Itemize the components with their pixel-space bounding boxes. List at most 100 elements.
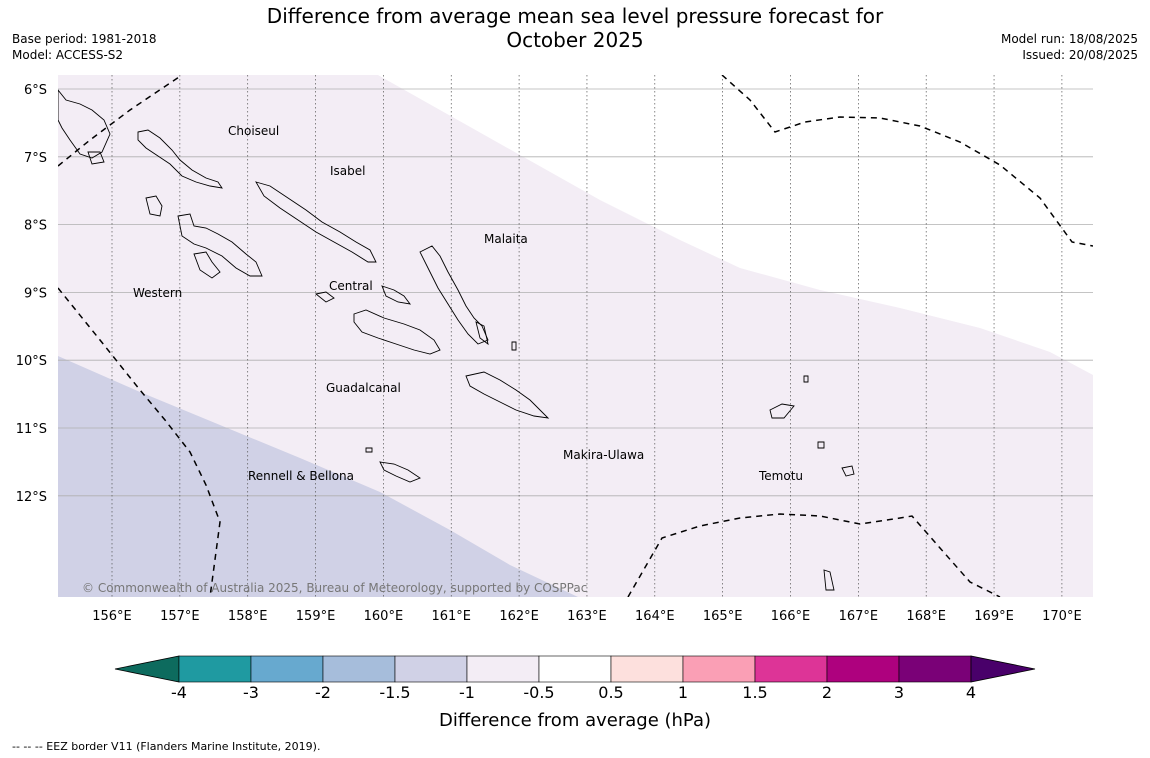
eez-borders <box>58 75 1093 597</box>
region-label-guadalcanal: Guadalcanal <box>326 381 401 395</box>
lon-label: 170°E <box>1042 609 1082 624</box>
colorbar-tick-label: 3 <box>894 683 904 702</box>
island-santa-cruz <box>769 403 795 419</box>
region-labels: Choiseul Isabel Malaita Western Central … <box>133 124 803 483</box>
colorbar-swatch <box>898 655 972 683</box>
meta-right: Model run: 18/08/2025 Issued: 20/08/2025 <box>1001 31 1138 63</box>
colorbar-swatch <box>250 655 324 683</box>
colorbar-swatch <box>394 655 468 683</box>
colorbar-tick-label: 0.5 <box>598 683 623 702</box>
copyright-notice: © Commonwealth of Australia 2025, Bureau… <box>82 581 587 595</box>
colorbar-tick-label: -3 <box>243 683 259 702</box>
lon-label: 165°E <box>703 609 743 624</box>
chart-title: Difference from average mean sea level p… <box>0 4 1150 52</box>
map-area: Choiseul Isabel Malaita Western Central … <box>58 75 1093 597</box>
issued-date: Issued: 20/08/2025 <box>1022 48 1138 62</box>
lat-label: 12°S <box>16 490 47 505</box>
model-run: Model run: 18/08/2025 <box>1000 32 1138 46</box>
colorbar-tick-label: -2 <box>315 683 331 702</box>
grid-lines <box>58 75 1093 597</box>
region-label-rennell-bellona: Rennell & Bellona <box>248 469 354 483</box>
latitude-labels: 6°S 7°S 8°S 9°S 10°S 11°S 12°S <box>16 83 47 505</box>
region-label-choiseul: Choiseul <box>228 124 279 138</box>
island-bougainville <box>58 89 111 159</box>
island-nggela <box>381 285 412 305</box>
island-malaita <box>419 245 489 345</box>
colorbar-tick-label: -4 <box>171 683 187 702</box>
lon-label: 159°E <box>296 609 336 624</box>
island-guadalcanal <box>353 309 441 355</box>
lon-label: 169°E <box>974 609 1014 624</box>
colorbar-tick-label: -1.5 <box>379 683 410 702</box>
island-utupua <box>817 441 825 449</box>
title-line-1: Difference from average mean sea level p… <box>266 4 884 28</box>
lat-label: 8°S <box>24 219 47 234</box>
lat-label: 9°S <box>24 286 47 301</box>
island-ulawa <box>511 341 517 351</box>
lon-label: 164°E <box>635 609 675 624</box>
longitude-labels: 156°E 157°E 158°E 159°E 160°E 161°E 162°E 163°E… <box>92 609 1081 624</box>
region-label-malaita: Malaita <box>484 232 528 246</box>
eez-footnote: -- -- -- EEZ border V11 (Flanders Marine… <box>12 740 321 753</box>
island-choiseul <box>137 129 223 189</box>
island-isabel <box>255 181 377 263</box>
colorbar-swatch <box>826 655 900 683</box>
lon-label: 161°E <box>431 609 471 624</box>
region-label-western: Western <box>133 286 182 300</box>
base-period: Base period: 1981-2018 <box>12 32 157 46</box>
island-tikopia <box>823 569 835 591</box>
lon-label: 163°E <box>567 609 607 624</box>
lat-label: 11°S <box>16 422 47 437</box>
lon-label: 160°E <box>364 609 404 624</box>
colorbar-swatch <box>610 655 684 683</box>
lon-label: 168°E <box>906 609 946 624</box>
lon-label: 162°E <box>499 609 539 624</box>
lon-label: 158°E <box>228 609 268 624</box>
island-rennell <box>379 461 421 483</box>
colorbar-swatch <box>178 655 252 683</box>
colorbar-swatch <box>538 655 612 683</box>
colorbar-extend-high <box>970 655 1036 683</box>
lon-label: 167°E <box>839 609 879 624</box>
colorbar-tick-label: 2 <box>822 683 832 702</box>
eez-border-north-east <box>721 75 1093 247</box>
region-label-isabel: Isabel <box>330 164 365 178</box>
anomaly-band-medium <box>58 356 578 597</box>
lon-label: 166°E <box>771 609 811 624</box>
colorbar-tick-label: 1 <box>678 683 688 702</box>
lat-label: 7°S <box>24 151 47 166</box>
eez-border-north-west <box>58 75 183 167</box>
colorbar: -4 -3 -2 -1.5 -1 -0.5 0.5 1 1.5 2 3 4 <box>114 655 1036 702</box>
region-label-makira-ulawa: Makira-Ulawa <box>563 448 644 462</box>
lat-label: 10°S <box>16 354 47 369</box>
lon-label: 157°E <box>160 609 200 624</box>
colorbar-swatch <box>322 655 396 683</box>
region-label-temotu: Temotu <box>758 469 803 483</box>
colorbar-title: Difference from average (hPa) <box>439 710 711 731</box>
island-ranongga <box>193 251 221 279</box>
lon-label: 156°E <box>92 609 132 624</box>
colorbar-swatch <box>754 655 828 683</box>
island-bellona <box>365 447 373 453</box>
colorbar-swatch <box>466 655 540 683</box>
island-vanikoro <box>841 465 855 477</box>
colorbar-extend-low <box>114 655 180 683</box>
lat-label: 6°S <box>24 83 47 98</box>
island-reef-islands <box>803 375 809 383</box>
colorbar-tick-label: 4 <box>966 683 976 702</box>
colorbar-tick-label: -1 <box>459 683 475 702</box>
colorbar-tick-label: -0.5 <box>523 683 554 702</box>
island-small-malaita <box>475 321 489 346</box>
coastlines <box>58 89 855 591</box>
eez-border-west <box>58 287 221 597</box>
island-vella-lavella <box>145 195 163 217</box>
colorbar-swatch <box>682 655 756 683</box>
model-name: Model: ACCESS-S2 <box>12 48 124 62</box>
colorbar-tick-label: 1.5 <box>742 683 767 702</box>
title-line-2: October 2025 <box>506 28 644 52</box>
meta-left: Base period: 1981-2018 Model: ACCESS-S2 <box>12 31 157 63</box>
island-russell <box>314 291 335 303</box>
island-makira <box>465 371 550 419</box>
island-new-georgia <box>177 213 263 277</box>
